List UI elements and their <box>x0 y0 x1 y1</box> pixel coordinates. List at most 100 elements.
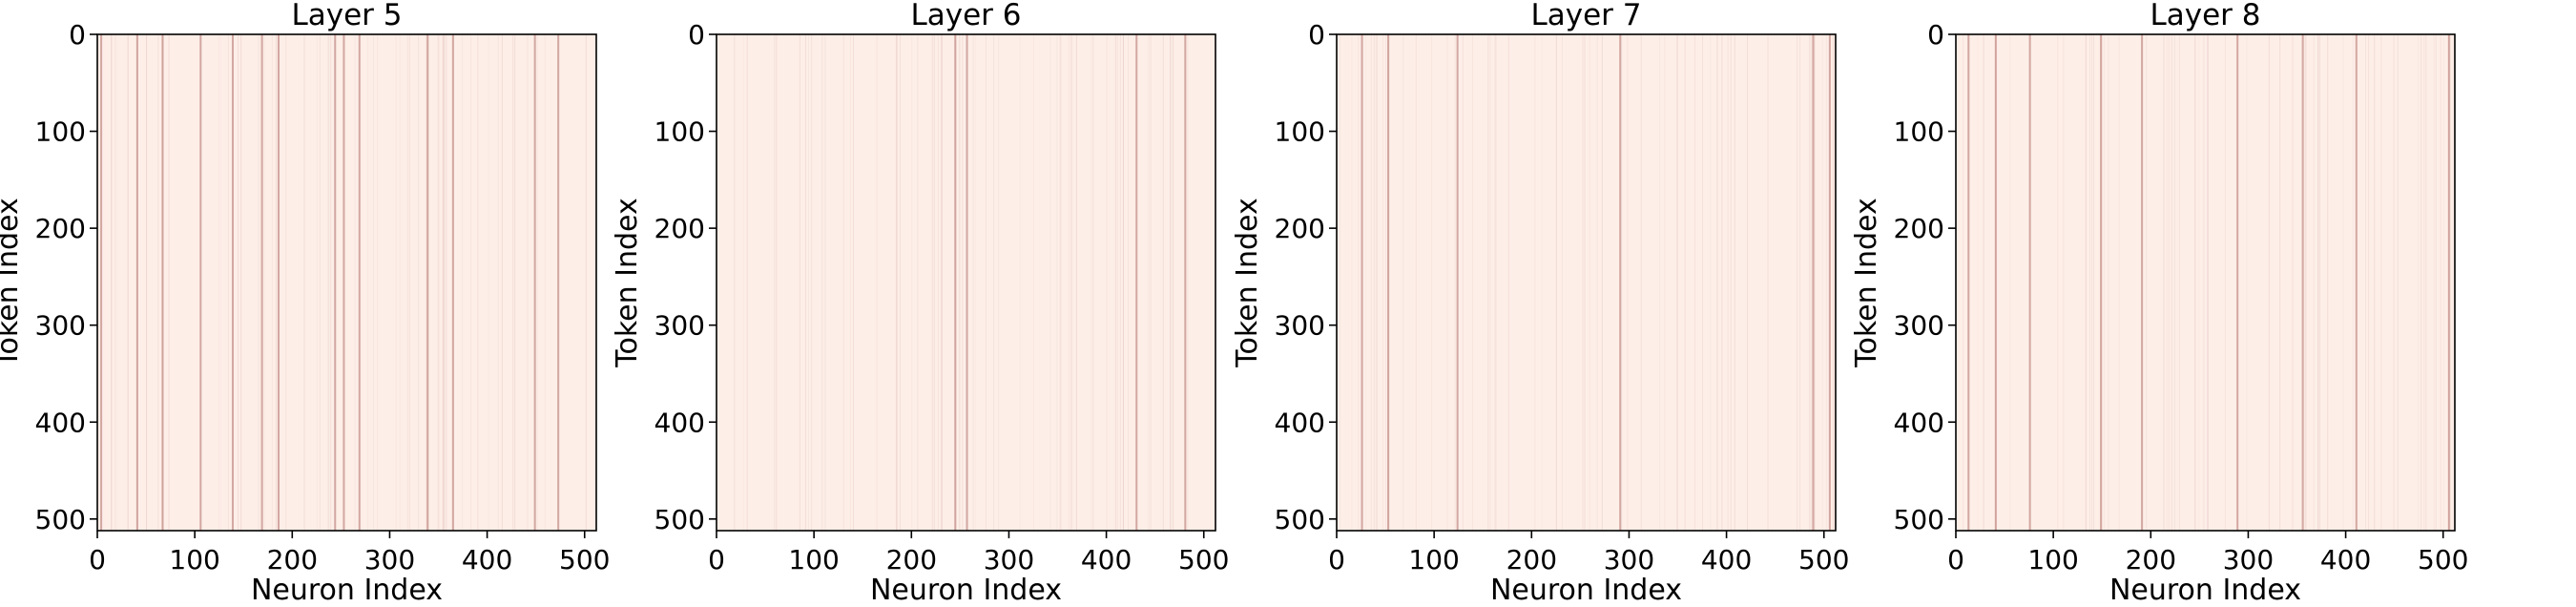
y-tick-label: 300 <box>35 310 86 342</box>
y-tick-label: 300 <box>1894 310 1944 342</box>
heatmap-faint-column <box>1555 34 1557 531</box>
heatmap-faint-column <box>1019 34 1021 531</box>
x-tick-label: 500 <box>1798 544 1849 576</box>
heatmap-faint-column <box>842 34 844 531</box>
heatmap-faint-column <box>1169 34 1172 531</box>
heatmap-cells <box>1337 34 1836 531</box>
heatmap-active-column <box>358 34 361 531</box>
heatmap-faint-column <box>366 34 368 531</box>
heatmap-faint-column <box>157 34 159 531</box>
heatmap-faint-column <box>1173 34 1174 531</box>
heatmap-active-column <box>1361 34 1363 531</box>
heatmap-faint-column <box>1676 34 1678 531</box>
heatmap-faint-column <box>1056 34 1058 531</box>
heatmap-faint-column <box>536 34 538 531</box>
heatmap-active-column <box>100 34 103 531</box>
heatmap-active-column <box>451 34 454 531</box>
x-tick-label: 400 <box>1081 544 1132 576</box>
heatmap-active-column <box>1135 34 1138 531</box>
y-tick-label: 400 <box>1275 407 1325 438</box>
heatmap-faint-column <box>271 34 273 531</box>
heatmap-faint-column <box>1596 34 1598 531</box>
heatmap-faint-column <box>2093 34 2095 531</box>
heatmap-faint-column <box>418 34 420 531</box>
heatmap-active-column <box>1387 34 1390 531</box>
heatmap-faint-column <box>2420 34 2422 531</box>
heatmap-faint-column <box>2224 34 2226 531</box>
heatmap-active-column <box>199 34 202 531</box>
heatmap-faint-column <box>1114 34 1116 531</box>
heatmap-faint-column <box>2166 34 2168 531</box>
axes-frame <box>1336 33 1837 532</box>
y-axis-label: Token Index <box>1231 198 1264 367</box>
heatmap-faint-column <box>1106 34 1108 531</box>
heatmap-faint-column <box>2304 34 2306 531</box>
heatmap-background <box>1956 34 2455 531</box>
heatmap-faint-column <box>114 34 116 531</box>
heatmap-faint-column <box>1825 34 1827 531</box>
x-tick-label: 400 <box>2320 544 2371 576</box>
heatmap-active-column <box>334 34 337 531</box>
heatmap-background <box>1337 34 1836 531</box>
x-tick-label: 0 <box>1947 544 1964 576</box>
heatmap-faint-column <box>2146 34 2148 531</box>
heatmap-faint-column <box>328 34 330 531</box>
heatmap-faint-column <box>1351 34 1353 531</box>
heatmap-faint-column <box>824 34 826 531</box>
heatmap-faint-column <box>1664 34 1666 531</box>
y-tick-label: 400 <box>1894 407 1944 438</box>
heatmap-faint-column <box>327 34 329 531</box>
heatmap-faint-column <box>593 34 595 531</box>
heatmap-faint-column <box>972 34 974 531</box>
y-tick-label: 400 <box>35 407 86 438</box>
heatmap-faint-column <box>2246 34 2248 531</box>
heatmap-faint-column <box>2118 34 2120 531</box>
heatmap-faint-column <box>406 34 408 531</box>
heatmap-faint-column <box>1122 34 1124 531</box>
heatmap-faint-column <box>917 34 919 531</box>
heatmap-faint-column <box>2207 34 2209 531</box>
x-axis-label: Neuron Index <box>1490 574 1682 607</box>
heatmap-faint-column <box>742 34 744 531</box>
heatmap-active-column <box>533 34 536 531</box>
heatmap-faint-column <box>2085 34 2087 531</box>
x-tick-label: 400 <box>462 544 512 576</box>
x-tick-label: 200 <box>267 544 318 576</box>
heatmap-active-column <box>1456 34 1459 531</box>
heatmap-active-column <box>1967 34 1970 531</box>
heatmap-faint-column <box>399 34 401 531</box>
heatmap-faint-column <box>127 34 129 531</box>
heatmap-faint-column <box>470 34 472 531</box>
heatmap-faint-column <box>940 34 942 531</box>
heatmap-faint-column <box>2449 34 2451 531</box>
y-tick-label: 200 <box>1894 213 1944 244</box>
axes-frame <box>1955 33 2456 532</box>
x-tick-label: 100 <box>1408 544 1459 576</box>
heatmap-faint-column <box>319 34 321 531</box>
heatmap-faint-column <box>2423 34 2425 531</box>
heatmap-faint-column <box>1534 34 1536 531</box>
heatmap-active-column <box>2301 34 2304 531</box>
heatmap-faint-column <box>1171 34 1173 531</box>
heatmap-active-column <box>1619 34 1622 531</box>
heatmap-faint-column <box>111 34 113 531</box>
heatmap-active-column <box>161 34 164 531</box>
heatmap-active-column <box>2447 34 2450 531</box>
heatmap-faint-column <box>2352 34 2354 531</box>
heatmap-faint-column <box>900 34 902 531</box>
y-tick-label: 400 <box>654 407 705 438</box>
heatmap-faint-column <box>1693 34 1695 531</box>
y-tick-label: 100 <box>1275 116 1325 148</box>
heatmap-faint-column <box>227 34 229 531</box>
heatmap-faint-column <box>2418 34 2420 531</box>
heatmap-faint-column <box>941 34 943 531</box>
heatmap-cells <box>97 34 596 531</box>
heatmap-faint-column <box>488 34 489 531</box>
heatmap-faint-column <box>258 34 260 531</box>
heatmap-faint-column <box>146 34 148 531</box>
x-tick-label: 200 <box>1506 544 1557 576</box>
heatmap-faint-column <box>2108 34 2109 531</box>
heatmap-active-column <box>2100 34 2103 531</box>
heatmap-faint-column <box>1364 34 1366 531</box>
heatmap-faint-column <box>933 34 935 531</box>
